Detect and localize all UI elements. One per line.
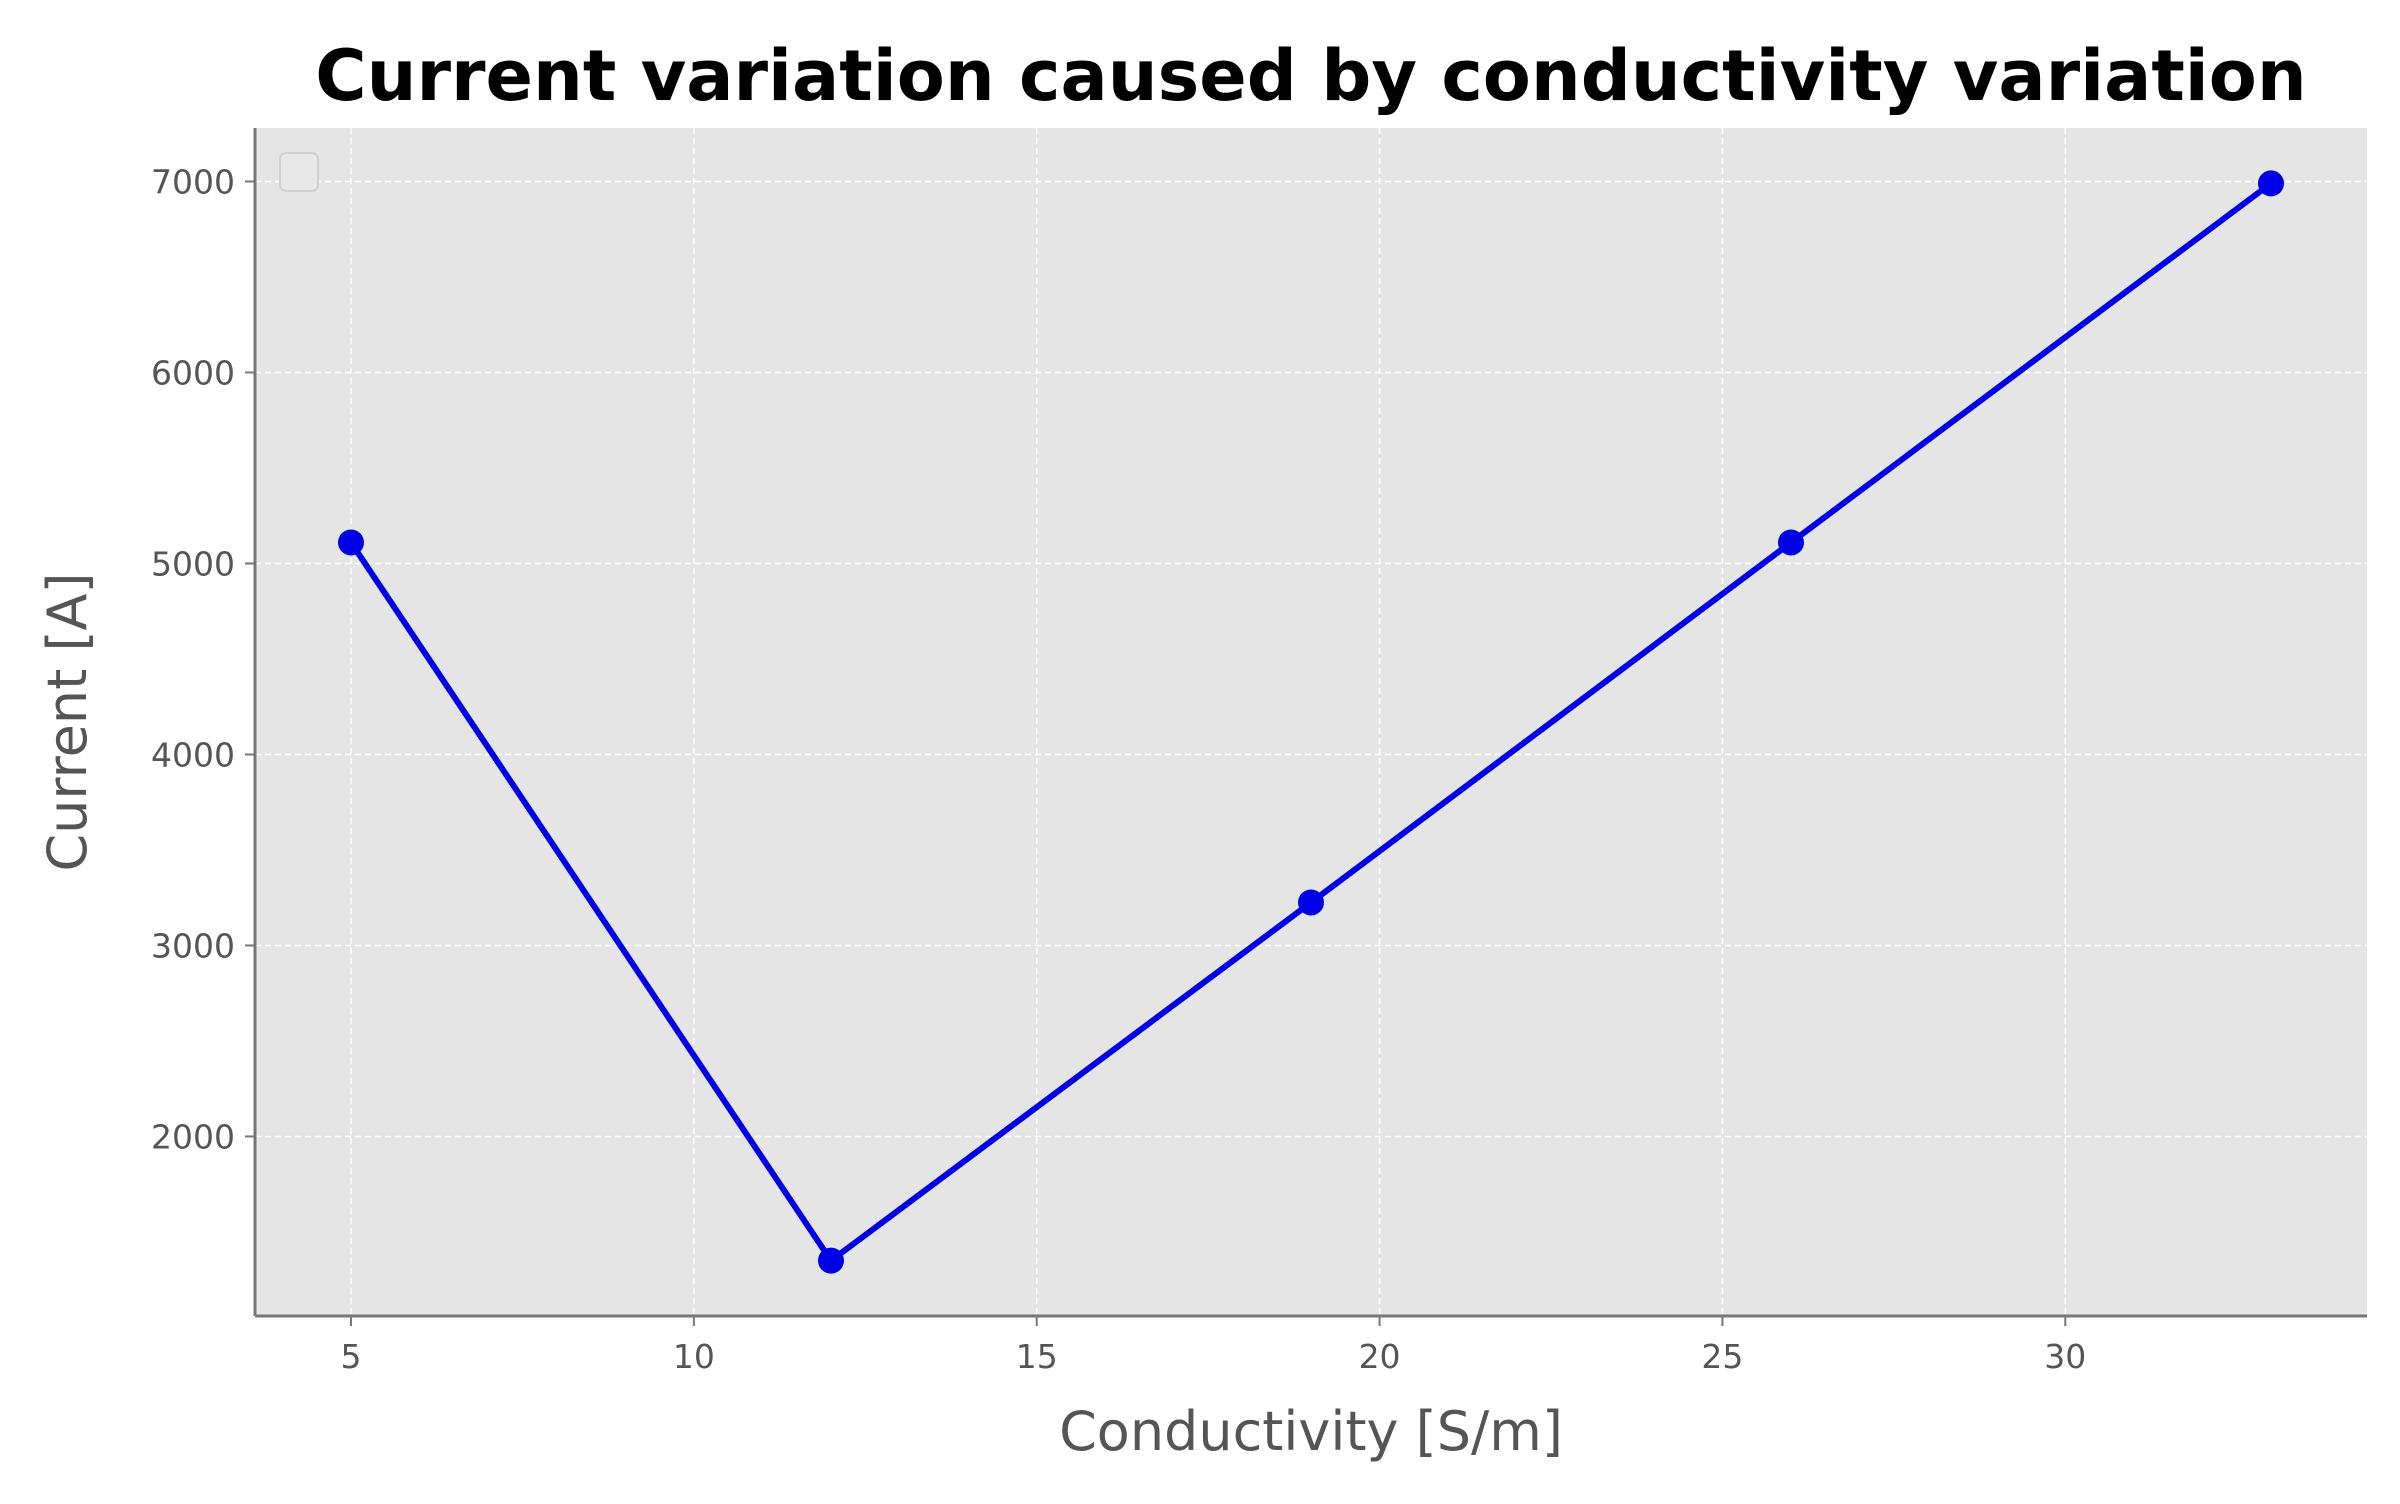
data-point [1298, 889, 1324, 916]
data-series [338, 170, 2284, 1274]
y-tick-label: 2000 [151, 1117, 235, 1156]
x-tick-label: 5 [341, 1337, 362, 1376]
x-tick-label: 15 [1016, 1337, 1058, 1376]
y-tick-label: 4000 [151, 735, 235, 774]
y-tick-label: 7000 [151, 162, 235, 201]
legend-box [279, 152, 319, 192]
data-point [1778, 529, 1804, 556]
y-tick-label: 6000 [151, 353, 235, 392]
grid-lines [255, 128, 2367, 1316]
data-point [2258, 170, 2284, 197]
x-tick-label: 25 [1701, 1337, 1743, 1376]
axis-ticks: 5 10 15 20 25 30 2000 3000 4000 5000 6000 7000 [151, 162, 2086, 1376]
plot-background [255, 128, 2367, 1316]
y-axis-label: Current [A] [36, 572, 99, 871]
data-point [338, 529, 364, 556]
x-tick-label: 20 [1359, 1337, 1401, 1376]
x-axis-label: Conductivity [S/m] [1059, 1400, 1563, 1463]
y-tick-label: 5000 [151, 544, 235, 583]
chart-title: Current variation caused by conductivity… [315, 35, 2306, 117]
data-point [818, 1247, 844, 1274]
x-tick-label: 30 [2044, 1337, 2086, 1376]
y-tick-label: 3000 [151, 926, 235, 965]
x-tick-label: 10 [673, 1337, 715, 1376]
